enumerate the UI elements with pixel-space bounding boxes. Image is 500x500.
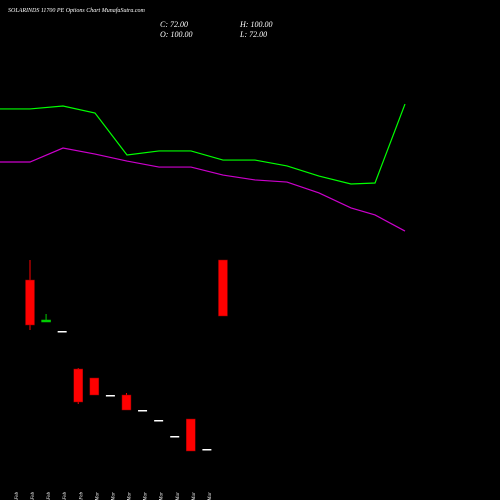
x-tick-label: 25 Feb bbox=[47, 492, 52, 500]
x-tick-label: 06 Mar bbox=[144, 492, 149, 500]
candle-body bbox=[186, 418, 196, 452]
candle-body bbox=[25, 279, 35, 326]
candle-body bbox=[41, 319, 51, 323]
indicator-line bbox=[0, 147, 406, 232]
candle-body bbox=[89, 377, 100, 396]
x-tick-label: 05 Mar bbox=[128, 492, 133, 500]
candle-body bbox=[57, 331, 67, 333]
x-tick-label: 10 Mar bbox=[160, 492, 165, 500]
x-tick-label: 02 Mar bbox=[95, 492, 100, 500]
candle-body bbox=[121, 394, 132, 411]
x-tick-label: 27 Feb bbox=[79, 492, 84, 500]
ohlc-low: L: 72.00 bbox=[239, 30, 267, 39]
x-tick-label: 23 Mar bbox=[208, 492, 213, 500]
x-tick-label: 19 Mar bbox=[192, 492, 197, 500]
candle-body bbox=[105, 395, 115, 397]
candle-body bbox=[73, 368, 83, 403]
chart-title: SOLARINDS 11700 PE Options Chart MunafaS… bbox=[8, 7, 146, 14]
indicator-line bbox=[0, 103, 406, 185]
candle-body bbox=[170, 436, 180, 438]
x-tick-label: 26 Feb bbox=[63, 492, 68, 500]
candle-body bbox=[218, 259, 228, 317]
x-tick-label: 19 Feb bbox=[15, 492, 20, 500]
candle-body bbox=[154, 420, 164, 422]
x-tick-label: 04 Mar bbox=[111, 492, 116, 500]
ohlc-open: O: 100.00 bbox=[160, 30, 192, 39]
ohlc-close: C: 72.00 bbox=[160, 20, 188, 29]
x-tick-label: 11 Mar bbox=[176, 492, 181, 500]
ohlc-high: H: 100.00 bbox=[239, 20, 272, 29]
x-tick-label: 23 Feb bbox=[31, 492, 36, 500]
candle-body bbox=[202, 449, 212, 451]
candle-body bbox=[138, 410, 148, 412]
